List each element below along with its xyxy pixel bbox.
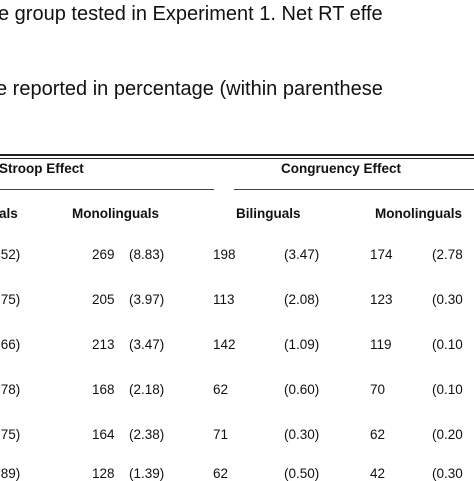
stroop-bilinguals-sd: .52) bbox=[0, 247, 21, 262]
congruency-monolinguals-header: Monolinguals bbox=[375, 206, 462, 221]
stroop-monolinguals-rt: 205 bbox=[92, 292, 115, 307]
stroop-monolinguals-sd: (8.83) bbox=[129, 247, 165, 262]
congruency-monolinguals-sd: (0.20 bbox=[432, 427, 463, 442]
congruency-monolinguals-rt: 70 bbox=[370, 382, 386, 397]
congruency-bilinguals-sd: (2.08) bbox=[284, 292, 320, 307]
congruency-monolinguals-sd: (2.78 bbox=[432, 247, 463, 262]
congruency-effect-header: Congruency Effect bbox=[281, 161, 402, 176]
stroop-group-rule bbox=[0, 189, 214, 190]
stroop-monolinguals-rt: 164 bbox=[92, 427, 115, 442]
stroop-monolinguals-header: Monolinguals bbox=[72, 206, 159, 221]
stroop-bilinguals-header: als bbox=[0, 206, 18, 221]
stroop-bilinguals-sd: .66) bbox=[0, 337, 21, 352]
congruency-monolinguals-sd: (0.10 bbox=[432, 337, 463, 352]
stroop-monolinguals-sd: (2.18) bbox=[129, 382, 165, 397]
stroop-bilinguals-sd: .75) bbox=[0, 427, 21, 442]
stroop-monolinguals-rt: 168 bbox=[92, 382, 115, 397]
congruency-bilinguals-rt: 71 bbox=[213, 427, 229, 442]
congruency-monolinguals-rt: 62 bbox=[370, 427, 386, 442]
congruency-monolinguals-rt: 123 bbox=[370, 292, 393, 307]
stroop-monolinguals-sd: (2.38) bbox=[129, 427, 165, 442]
congruency-bilinguals-rt: 62 bbox=[213, 382, 229, 397]
stroop-monolinguals-rt: 213 bbox=[92, 337, 115, 352]
congruency-bilinguals-rt: 198 bbox=[213, 247, 236, 262]
stroop-bilinguals-sd: .78) bbox=[0, 382, 21, 397]
congruency-monolinguals-rt: 174 bbox=[370, 247, 393, 262]
stroop-monolinguals-rt: 269 bbox=[92, 247, 115, 262]
congruency-bilinguals-sd: (3.47) bbox=[284, 247, 320, 262]
stroop-monolinguals-sd: (3.97) bbox=[129, 292, 165, 307]
congruency-bilinguals-rt: 113 bbox=[213, 292, 235, 307]
congruency-bilinguals-sd: (1.09) bbox=[284, 337, 320, 352]
top-rule bbox=[0, 154, 474, 156]
congruency-bilinguals-header: Bilinguals bbox=[236, 206, 301, 221]
stroop-effect-header: Stroop Effect bbox=[0, 161, 84, 176]
top-rule-secondary bbox=[0, 158, 474, 159]
table-caption-line-2: e reported in percentage (within parenth… bbox=[0, 78, 383, 100]
congruency-monolinguals-rt: 119 bbox=[370, 337, 392, 352]
congruency-monolinguals-sd: (0.30 bbox=[432, 292, 463, 307]
table-caption-line-1: e group tested in Experiment 1. Net RT e… bbox=[0, 3, 383, 25]
congruency-group-rule bbox=[234, 189, 474, 190]
congruency-monolinguals-sd: (0.10 bbox=[432, 382, 463, 397]
congruency-bilinguals-sd: (0.60) bbox=[284, 382, 320, 397]
stroop-bilinguals-sd: .75) bbox=[0, 292, 21, 307]
stroop-monolinguals-sd: (3.47) bbox=[129, 337, 165, 352]
congruency-bilinguals-sd: (0.30) bbox=[284, 427, 320, 442]
congruency-bilinguals-rt: 142 bbox=[213, 337, 236, 352]
